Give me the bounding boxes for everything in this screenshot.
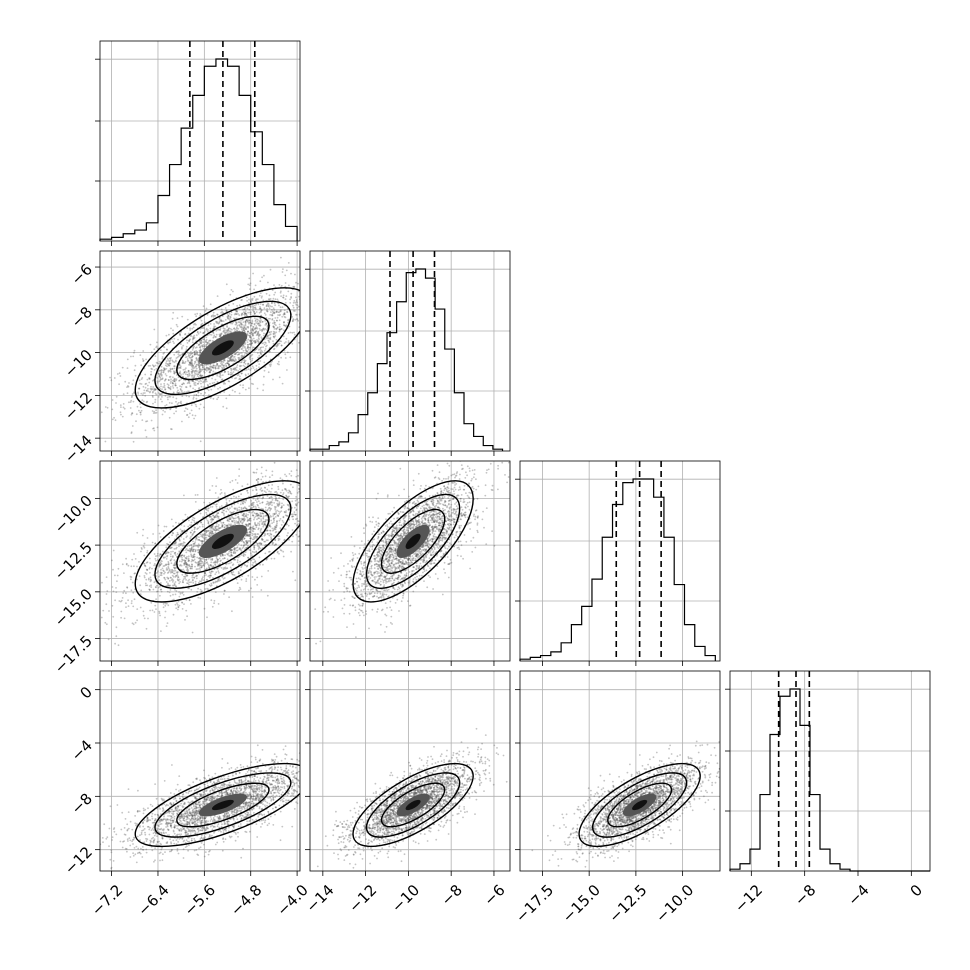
panel-2-1 [305, 460, 511, 666]
panel-0-0 [95, 40, 301, 246]
contour [405, 533, 421, 549]
contour [591, 772, 688, 838]
histogram-2 [519, 478, 716, 661]
y-tick-label: −8 [68, 790, 96, 818]
y-tick-label: −10 [61, 346, 96, 381]
y-tick-label: −12.5 [51, 538, 96, 583]
contour [211, 340, 234, 356]
density-3-1 [310, 727, 508, 869]
panel-frame [309, 670, 511, 872]
contour [176, 508, 270, 574]
y-tick-label: −6 [68, 260, 96, 288]
contour [134, 480, 300, 603]
contour [365, 493, 461, 590]
x-tick-label: 0 [907, 881, 926, 900]
panel-2-2 [515, 460, 721, 666]
panel-frame [309, 460, 511, 662]
contour [405, 799, 421, 811]
contour [607, 782, 673, 828]
panel-3-2 [515, 670, 721, 876]
panel-1-1 [305, 250, 511, 456]
y-tick-label: 0 [77, 683, 96, 702]
panel-3-0 [95, 670, 301, 876]
x-tick-label: −12 [345, 881, 380, 916]
density-3-2 [531, 740, 720, 868]
contour [365, 772, 461, 838]
contour [176, 782, 270, 828]
panel-frame [99, 40, 301, 242]
y-tick-label: −4 [68, 736, 96, 764]
y-tick-label: −10.0 [51, 492, 96, 537]
panel-frame [519, 670, 721, 872]
x-tick-label: −7.2 [88, 881, 126, 919]
contour [578, 762, 701, 848]
y-tick-label: −15.0 [51, 585, 96, 630]
histogram-3 [729, 688, 930, 872]
x-tick-label: −15.0 [559, 881, 604, 926]
contour [154, 772, 292, 838]
y-tick-label: −12 [61, 389, 96, 424]
contour [211, 799, 234, 811]
density-3-0 [100, 744, 300, 870]
contour [154, 493, 292, 590]
density-1-0 [100, 256, 300, 443]
histogram-1 [309, 268, 504, 451]
x-tick-label: −5.6 [181, 881, 219, 919]
panel-3-1 [305, 670, 511, 876]
contour [380, 782, 446, 828]
contour [134, 762, 300, 848]
x-tick-label: −10 [388, 881, 423, 916]
y-tick-label: −8 [68, 303, 96, 331]
x-tick-label: −10.0 [652, 881, 697, 926]
y-tick-label: −17.5 [51, 632, 96, 677]
panel-frame [519, 460, 721, 662]
panel-1-0 [95, 250, 301, 456]
x-tick-label: −14 [302, 881, 337, 916]
x-tick-label: −17.5 [512, 881, 557, 926]
contour [352, 480, 474, 603]
y-tick-label: −14 [61, 431, 96, 466]
x-tick-label: −6.4 [134, 881, 172, 919]
density-2-1 [314, 461, 510, 645]
histogram-0 [99, 58, 298, 241]
x-tick-label: −4.8 [227, 881, 265, 919]
panel-frame [729, 670, 931, 872]
panel-frame [99, 460, 301, 662]
panel-2-0 [95, 460, 301, 666]
contour [154, 300, 292, 396]
panel-frame [309, 250, 511, 452]
contour [176, 315, 270, 381]
panel-3-3 [725, 670, 931, 876]
x-tick-label: −12.5 [605, 881, 650, 926]
y-tick-label: −12 [61, 843, 96, 878]
density-2-0 [100, 461, 300, 647]
panel-frame [99, 250, 301, 452]
x-tick-label: −12 [731, 881, 766, 916]
x-tick-label: −8 [438, 881, 466, 909]
contour [352, 762, 474, 848]
panel-frame [99, 670, 301, 872]
contour [134, 287, 300, 409]
contour [211, 533, 234, 549]
x-tick-label: −4 [844, 881, 872, 909]
contour [632, 799, 648, 811]
x-tick-label: −6 [480, 881, 508, 909]
x-tick-label: −8 [791, 881, 819, 909]
contour [380, 508, 446, 574]
